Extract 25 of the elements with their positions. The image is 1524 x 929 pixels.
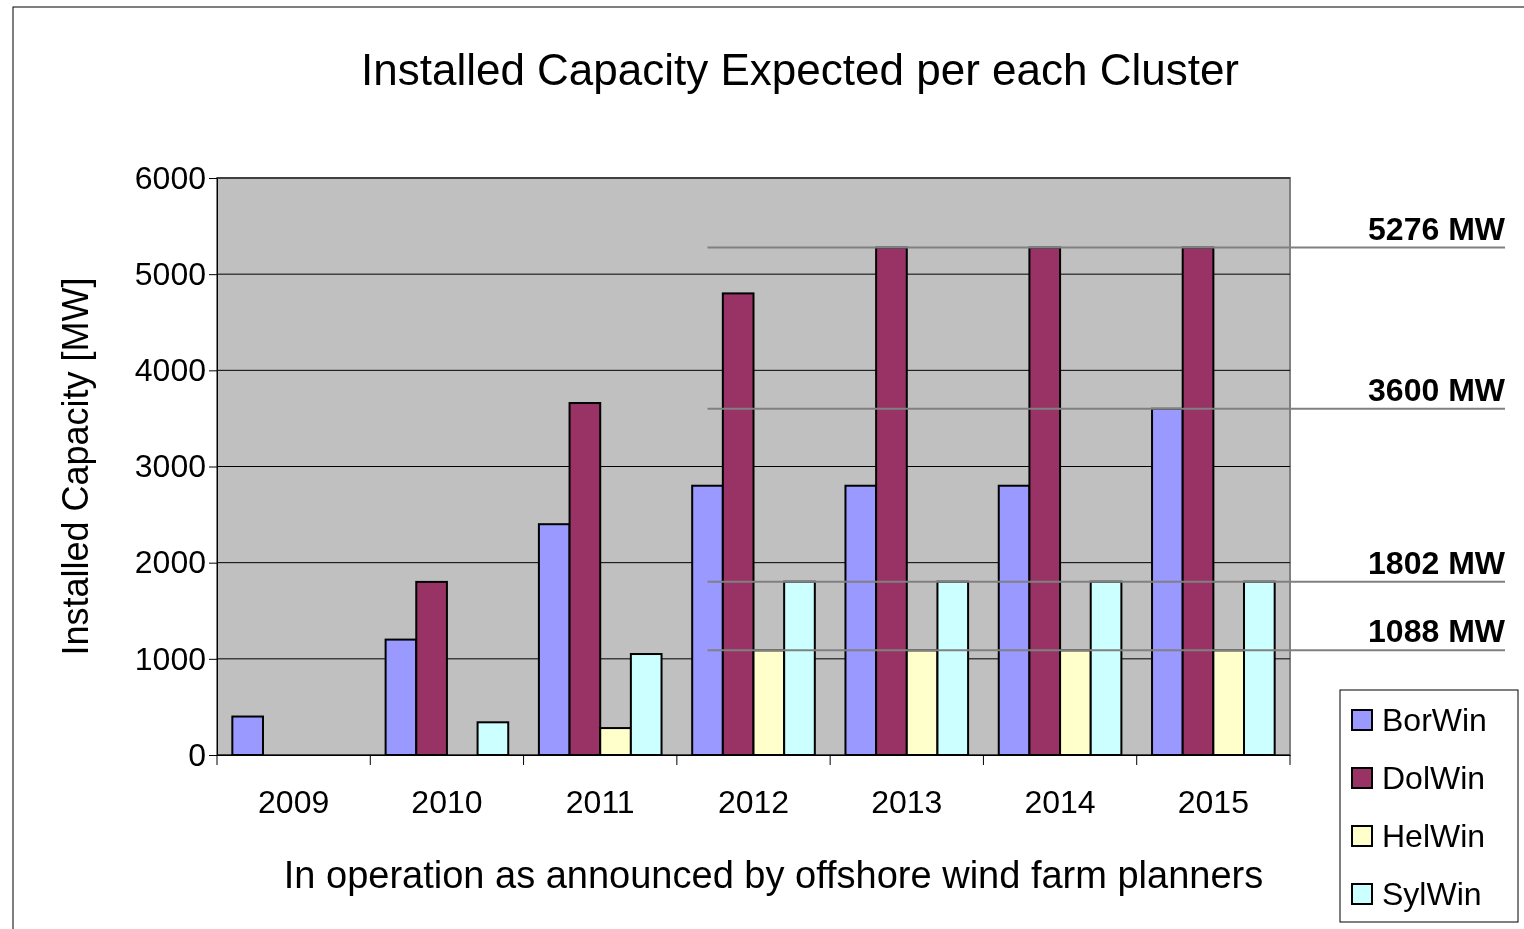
chart-title: Installed Capacity Expected per each Cluster xyxy=(360,45,1240,94)
ref-line-label: 1802 MW xyxy=(1368,544,1506,581)
x-tick-label: 2014 xyxy=(1024,783,1096,820)
y-tick-label: 4000 xyxy=(134,352,206,389)
x-tick-label: 2015 xyxy=(1177,783,1249,820)
legend-label: DolWin xyxy=(1382,760,1486,796)
x-tick-label: 2013 xyxy=(871,783,943,820)
legend-label: HelWin xyxy=(1382,818,1486,854)
x-tick-label: 2009 xyxy=(258,783,330,820)
ref-line-label: 5276 MW xyxy=(1368,210,1506,247)
legend-label: BorWin xyxy=(1382,702,1487,738)
y-axis-title: Installed Capacity [MW] xyxy=(55,277,96,656)
x-axis-title: In operation as announced by offshore wind farm planners xyxy=(283,854,1264,896)
y-tick-label: 3000 xyxy=(134,448,206,485)
legend-label: SylWin xyxy=(1382,876,1482,912)
y-tick-label: 5000 xyxy=(134,255,206,292)
x-tick-label: 2011 xyxy=(565,783,635,820)
y-tick-label: 2000 xyxy=(134,544,206,581)
ref-line-label: 1088 MW xyxy=(1368,613,1506,650)
ref-line-label: 3600 MW xyxy=(1368,371,1506,408)
y-tick-label: 1000 xyxy=(134,640,206,677)
y-tick-label: 6000 xyxy=(134,159,206,196)
x-tick-label: 2012 xyxy=(717,783,790,820)
y-tick-label: 0 xyxy=(188,736,206,773)
x-tick-label: 2010 xyxy=(411,783,483,820)
